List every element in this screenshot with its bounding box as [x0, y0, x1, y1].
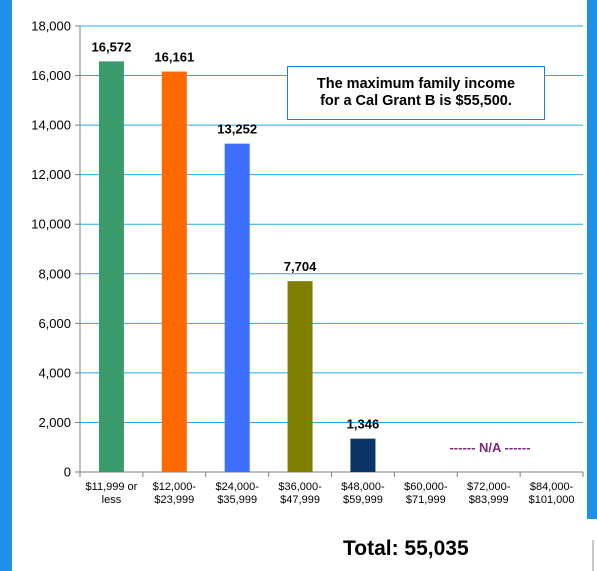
x-tick-label: $24,000-	[215, 481, 259, 493]
bar	[224, 143, 250, 472]
total-label: Total: 55,035	[343, 537, 469, 560]
bar	[98, 61, 124, 473]
y-tick-label: 18,000	[31, 19, 71, 34]
x-tick-label: $48,000-	[341, 481, 385, 493]
x-tick-label: $60,000-	[404, 481, 448, 493]
y-tick-label: 10,000	[31, 217, 71, 232]
right-frame-tick	[592, 540, 594, 571]
bars	[98, 61, 376, 473]
y-tick-label: 12,000	[31, 167, 71, 182]
bar	[287, 281, 313, 472]
data-label: 13,252	[217, 122, 257, 137]
x-tick-label: $36,000-	[278, 481, 322, 493]
x-tick-label: $83,999	[469, 494, 509, 506]
na-annotation: ------ N/A ------	[449, 440, 530, 455]
right-frame-bar	[587, 0, 597, 519]
x-tick-label: $101,000	[529, 494, 575, 506]
callout-line-2: for a Cal Grant B is $55,500.	[320, 93, 512, 109]
bar	[350, 438, 376, 472]
tick-labels: 0 2,000 4,000 6,000 8,000 10,000 12,000 14,000 1…	[31, 19, 574, 507]
x-tick-label: $12,000-	[153, 481, 197, 493]
data-label: 1,346	[347, 417, 380, 432]
data-labels: 16,572 16,161 13,252 7,704 1,346	[92, 39, 380, 431]
x-tick-label: $59,999	[343, 494, 383, 506]
x-tick-label: $72,000-	[467, 481, 511, 493]
data-label: 7,704	[284, 259, 317, 274]
x-tick-label: $11,999 or	[86, 481, 138, 493]
bar	[161, 71, 187, 472]
y-tick-label: 8,000	[38, 266, 71, 281]
x-tick-label: $84,000-	[530, 481, 574, 493]
y-tick-label: 6,000	[38, 316, 71, 331]
x-tick-label: less	[102, 494, 122, 506]
data-label: 16,161	[154, 50, 194, 65]
data-label: 16,572	[92, 39, 132, 54]
callout-line-1: The maximum family income	[316, 76, 516, 92]
x-tick-label: $23,999	[154, 494, 194, 506]
max-income-callout: The maximum family income for a Cal Gran…	[287, 66, 545, 120]
y-tick-label: 2,000	[38, 415, 71, 430]
y-tick-label: 14,000	[31, 118, 71, 133]
y-tick-label: 4,000	[38, 365, 71, 380]
x-tick-label: $71,999	[406, 494, 446, 506]
left-frame-bar	[0, 0, 12, 571]
y-tick-label: 0	[64, 465, 71, 480]
y-tick-label: 16,000	[31, 68, 71, 83]
x-tick-label: $47,999	[280, 494, 320, 506]
x-tick-label: $35,999	[217, 494, 257, 506]
